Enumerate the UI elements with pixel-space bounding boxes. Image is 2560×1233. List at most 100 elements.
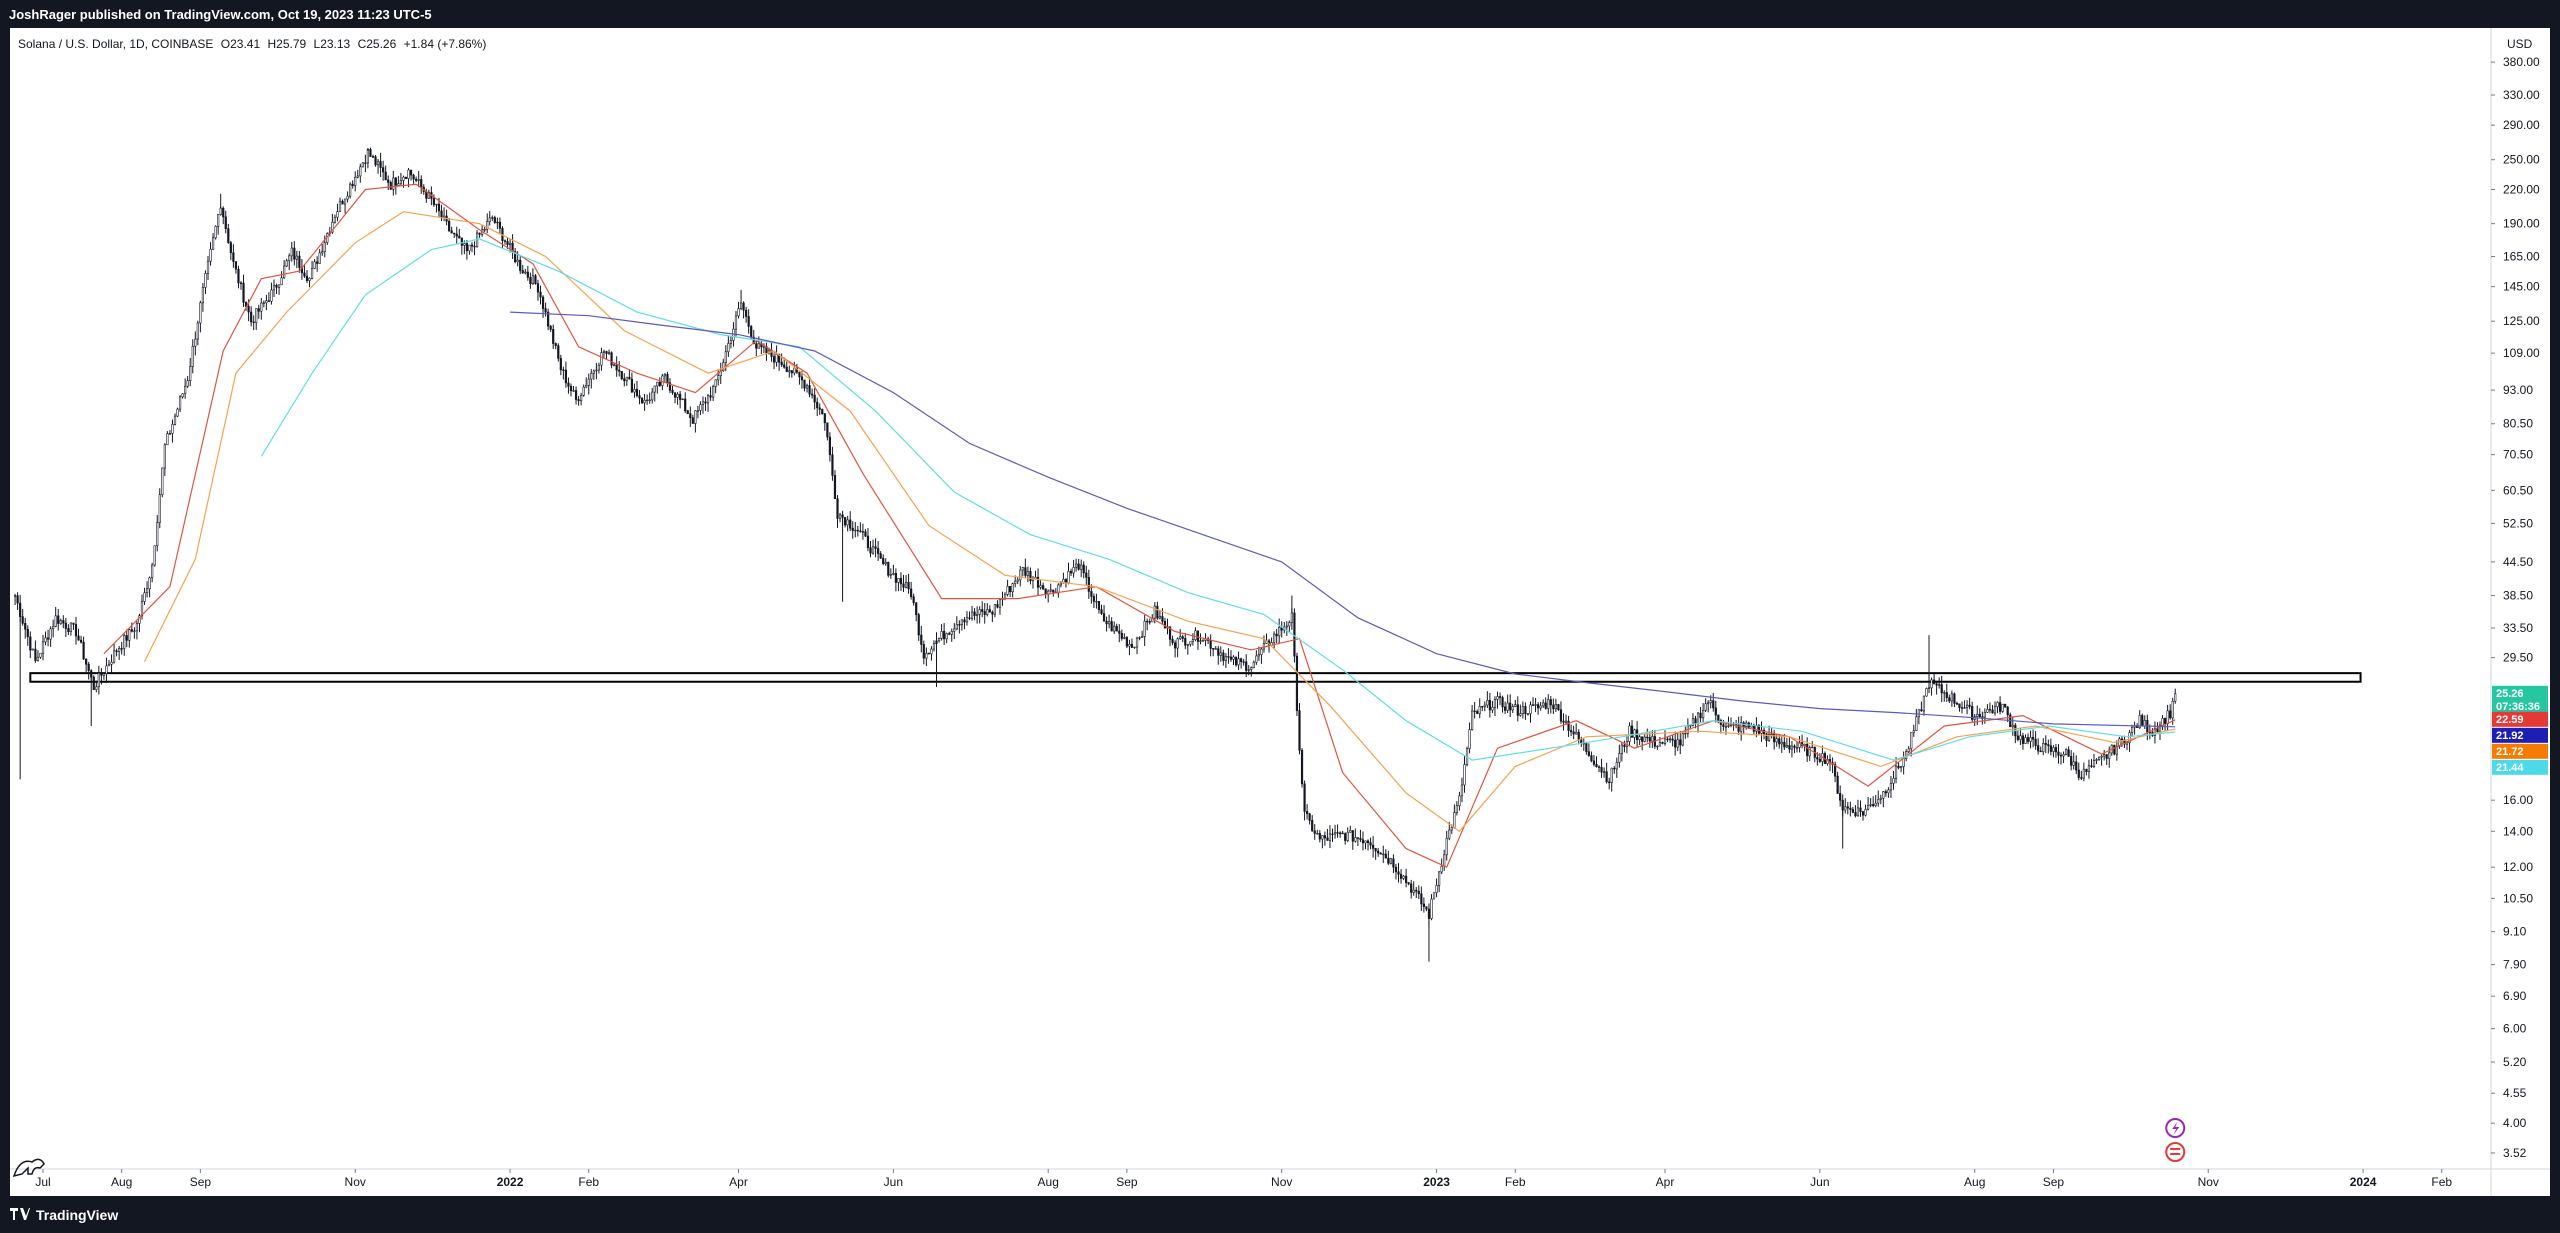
candle-body xyxy=(953,628,956,632)
candle-body xyxy=(85,658,88,665)
candle-body xyxy=(1417,890,1420,895)
candle-body xyxy=(818,407,821,410)
candle-body xyxy=(1318,833,1321,840)
candle-body xyxy=(478,232,481,235)
candle-body xyxy=(275,284,278,288)
chart-area[interactable]: USD 380.00 330.00 290.00 250.00 220.00 190.00 1… xyxy=(10,28,2550,1196)
candle-body xyxy=(559,358,562,371)
candle-body xyxy=(2052,747,2055,752)
candle-body xyxy=(64,622,67,629)
candle-body xyxy=(712,386,715,398)
candle-body xyxy=(1072,566,1075,574)
candle-body xyxy=(1059,582,1062,586)
candle-body xyxy=(1991,709,1994,714)
candle-body xyxy=(280,277,283,286)
candle-body xyxy=(222,207,225,218)
candle-body xyxy=(1874,802,1877,806)
candle-body xyxy=(153,545,156,566)
candle-body xyxy=(917,614,920,636)
candle-body xyxy=(41,641,45,654)
candle-body xyxy=(323,242,326,252)
candle-body xyxy=(1069,571,1073,574)
candle-body xyxy=(808,385,811,395)
x-tick-label: Jun xyxy=(1810,1175,1829,1189)
candle-body xyxy=(1557,704,1560,711)
y-tick-label: 38.50 xyxy=(2503,589,2533,603)
candle-body xyxy=(904,582,908,588)
candle-body xyxy=(1912,730,1915,733)
candle-body xyxy=(1080,564,1083,570)
candle-body xyxy=(1676,739,1679,748)
candle-body xyxy=(1737,724,1740,732)
candle-body xyxy=(371,156,375,158)
candle-body xyxy=(762,346,765,348)
candle-body xyxy=(503,240,507,242)
candle-body xyxy=(1130,644,1134,648)
candle-body xyxy=(349,183,352,197)
candle-body xyxy=(1610,767,1613,783)
candle-body xyxy=(382,167,385,173)
candle-body xyxy=(1219,652,1222,656)
candle-body xyxy=(739,302,743,309)
candle-body xyxy=(29,636,32,651)
candle-body xyxy=(750,326,753,338)
candle-body xyxy=(1009,586,1012,593)
candle-body xyxy=(1839,793,1842,801)
candle-body xyxy=(767,349,771,354)
candle-body xyxy=(36,656,40,661)
candle-body xyxy=(1864,808,1867,816)
candle-body xyxy=(394,177,397,186)
candle-body xyxy=(1998,702,2002,712)
candle-body xyxy=(2171,700,2174,719)
candle-body xyxy=(668,382,672,391)
candle-body xyxy=(440,210,443,218)
candle-body xyxy=(910,588,913,598)
candle-body xyxy=(696,410,700,412)
candle-body xyxy=(727,343,730,353)
x-tick-label: 2024 xyxy=(2350,1175,2377,1189)
candle-body xyxy=(1978,713,1981,718)
candle-body xyxy=(1212,648,1215,650)
candle-body xyxy=(1968,704,1971,707)
candle-body xyxy=(486,221,489,230)
candle-body xyxy=(1925,688,1928,697)
candle-body xyxy=(161,467,164,496)
tradingview-logo-icon[interactable] xyxy=(10,1207,30,1223)
candle-body xyxy=(704,401,707,404)
candle-body xyxy=(625,376,628,382)
candle-body xyxy=(805,385,809,389)
y-tick-label: 9.10 xyxy=(2503,925,2527,939)
candle-body xyxy=(1783,741,1786,748)
candle-body xyxy=(1656,745,1659,748)
candle-body xyxy=(2039,750,2042,753)
candle-body xyxy=(2067,749,2070,757)
candle-body xyxy=(615,364,618,371)
candle-body xyxy=(1511,706,1514,711)
candle-body xyxy=(407,169,410,179)
candle-body xyxy=(1920,709,1923,712)
candle-body xyxy=(1245,661,1248,671)
candle-body xyxy=(549,325,552,330)
candle-body xyxy=(752,336,755,345)
candle-body xyxy=(821,409,824,415)
candle-body xyxy=(514,251,517,263)
price-chart[interactable]: USD 380.00 330.00 290.00 250.00 220.00 190.00 1… xyxy=(10,28,2550,1196)
candle-body xyxy=(1303,783,1306,812)
candle-body xyxy=(387,179,390,183)
candle-body xyxy=(364,162,367,164)
candle-body xyxy=(316,261,319,264)
candle-body xyxy=(1141,636,1144,638)
candle-body xyxy=(613,364,616,366)
candle-body xyxy=(1359,838,1362,840)
candle-body xyxy=(321,251,324,254)
candle-body xyxy=(415,178,418,181)
candle-body xyxy=(1993,706,1997,714)
candle-body xyxy=(1392,858,1395,868)
candle-body xyxy=(298,255,301,268)
candle-body xyxy=(1899,766,1903,769)
candle-body xyxy=(293,247,296,260)
candle-body xyxy=(359,166,362,177)
candle-body xyxy=(412,174,415,180)
candle-body xyxy=(1014,580,1017,584)
candle-body xyxy=(640,397,644,404)
